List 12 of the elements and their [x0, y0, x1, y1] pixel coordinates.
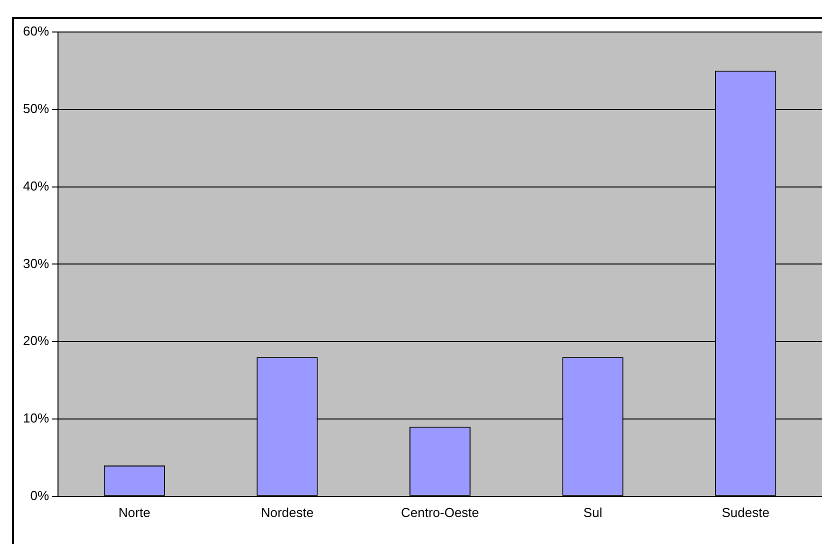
y-tick-label: 10% [22, 410, 50, 426]
y-tick-label: 0% [30, 488, 50, 503]
x-tick-label: Nordeste [260, 504, 314, 520]
y-tick-label: 40% [22, 178, 50, 194]
y-tick-label: 20% [22, 333, 50, 348]
x-tick-label: Centro-Oeste [400, 504, 480, 520]
x-tick-label: Sul [583, 504, 602, 520]
x-tick-label: Norte [118, 504, 150, 520]
y-tick-label: 30% [22, 256, 50, 271]
x-tick-label: Sudeste [722, 504, 770, 520]
y-tick-label: 50% [22, 100, 50, 116]
y-tick-label: 60% [22, 24, 50, 39]
